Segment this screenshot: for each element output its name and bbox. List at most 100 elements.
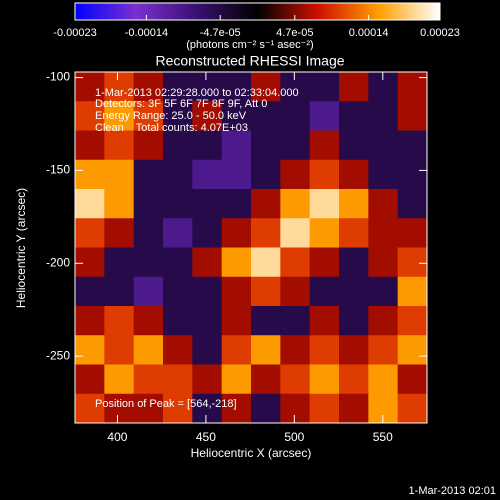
heatmap-cell [339,101,369,131]
heatmap-cell [397,218,428,248]
heatmap-cell [309,189,340,219]
heatmap-cell [75,159,105,190]
plot-frame [74,71,428,424]
heatmap-cell [192,364,223,395]
heatmap-cell [133,101,164,131]
heatmap-cell [397,393,428,424]
heatmap-cell [339,393,369,424]
heatmap-cell [104,130,135,161]
heatmap-cell [251,130,281,161]
heatmap-cell [280,101,311,131]
heatmap-cell [104,101,135,131]
heatmap-cell [280,276,311,307]
heatmap-cell [221,101,252,131]
heatmap-cell [104,393,135,424]
heatmap-cell [133,130,164,161]
heatmap-cell [133,218,164,248]
heatmap-cell [163,247,193,278]
heatmap-cell [309,159,340,190]
colorbar-tick-label: 0.00014 [349,27,389,39]
heatmap-cell [75,276,105,307]
heatmap-cell [163,276,193,307]
colorbar-tick-label: -0.00014 [125,27,168,39]
heatmap-cell [397,189,428,219]
heatmap-cell [368,101,399,131]
heatmap-cell [280,335,311,365]
heatmap-cell [75,393,105,424]
heatmap-cell [368,189,399,219]
heatmap-cell [251,393,281,424]
heatmap-cell [133,72,164,102]
colorbar [74,2,441,21]
heatmap-cell [221,335,252,365]
y-axis-label: Heliocentric Y (arcsec) [14,188,28,308]
heatmap-cell [163,335,193,365]
heatmap-cell [339,72,369,102]
colorbar-tick-label: -0.00023 [53,27,96,39]
heatmap-cell [368,159,399,190]
heatmap-cell [192,335,223,365]
heatmap-cell [163,101,193,131]
heatmap-cell [397,247,428,278]
colorbar-tick-label: -4.7e-05 [200,27,241,39]
heatmap-cell [280,393,311,424]
heatmap-cell [133,364,164,395]
heatmap-cell [221,247,252,278]
y-tick-label: -200 [46,255,70,269]
heatmap-cell [309,364,340,395]
heatmap-cell [251,189,281,219]
heatmap-cell [309,72,340,102]
x-tick-label: 500 [284,430,304,444]
heatmap-cell [397,276,428,307]
x-tick-label: 400 [107,430,127,444]
heatmap-cell [133,393,164,424]
heatmap-cell [251,364,281,395]
annotation: Detectors: 3F 5F 6F 7F 8F 9F, Att 0 [95,98,267,110]
heatmap-cell [75,101,105,131]
heatmap-cell [104,159,135,190]
x-tick-label: 550 [373,430,393,444]
heatmap-cell [397,101,428,131]
heatmap-cell [339,247,369,278]
heatmap-cell [221,218,252,248]
heatmap-cell [192,276,223,307]
heatmap-cell [251,159,281,190]
heatmap-cell [397,364,428,395]
heatmap-cell [104,306,135,336]
heatmap-cell [339,130,369,161]
peak-label: Position of Peak = [564,-218] [95,398,237,410]
heatmap-cell [368,364,399,395]
heatmap-cell [104,364,135,395]
heatmap-cell [280,159,311,190]
colorbar-tick-label: 4.7e-05 [276,27,313,39]
heatmap-cell [104,276,135,307]
heatmap-cell [280,247,311,278]
heatmap-cell [75,306,105,336]
heatmap-cell [280,306,311,336]
heatmap-cell [192,72,223,102]
heatmap-cell [368,218,399,248]
y-tick-label: -250 [46,348,70,362]
heatmap-cell [221,393,252,424]
heatmap-cell [192,189,223,219]
heatmap-cell [133,276,164,307]
heatmap-cell [192,393,223,424]
heatmap-cell [192,130,223,161]
heatmap-cell [368,276,399,307]
heatmap-cell [75,364,105,395]
heatmap-cell [75,72,105,102]
heatmap-cell [192,247,223,278]
heatmap-cell [339,306,369,336]
heatmap-cell [75,247,105,278]
heatmap-cell [251,72,281,102]
heatmap-cell [251,218,281,248]
heatmap-cell [368,130,399,161]
heatmap-cell [192,306,223,336]
heatmap-cell [339,276,369,307]
heatmap-cell [251,335,281,365]
heatmap-cell [163,393,193,424]
heatmap-cell [104,189,135,219]
heatmap-cell [192,101,223,131]
x-axis-label: Heliocentric X (arcsec) [191,446,312,460]
colorbar-label: (photons cm⁻² s⁻¹ asec⁻²) [186,39,313,51]
